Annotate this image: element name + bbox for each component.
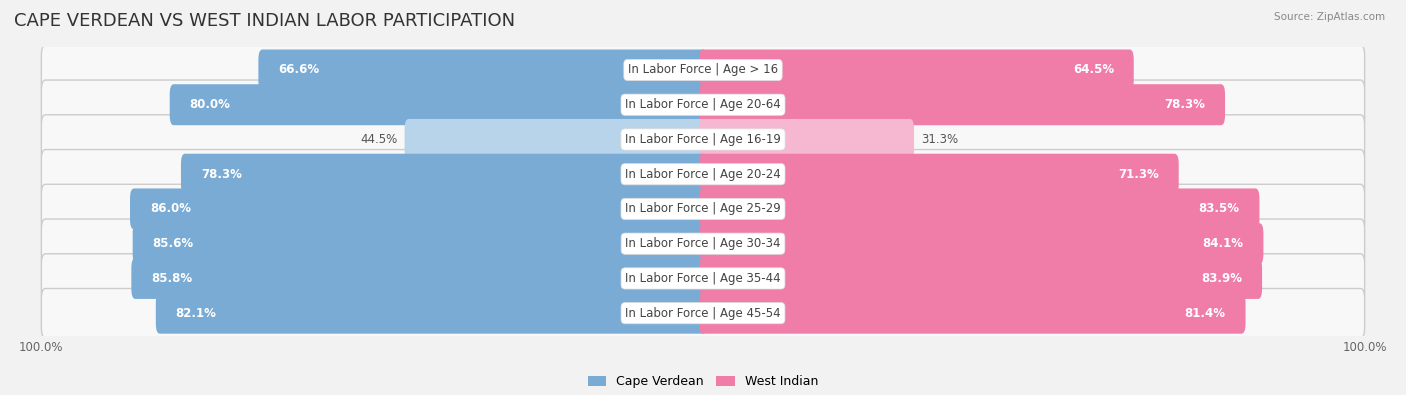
FancyBboxPatch shape <box>699 84 1225 125</box>
Text: 44.5%: 44.5% <box>361 133 398 146</box>
FancyBboxPatch shape <box>41 254 1365 303</box>
FancyBboxPatch shape <box>41 184 1365 233</box>
Text: In Labor Force | Age 20-24: In Labor Force | Age 20-24 <box>626 168 780 181</box>
Text: 71.3%: 71.3% <box>1118 168 1159 181</box>
FancyBboxPatch shape <box>156 293 707 334</box>
Text: In Labor Force | Age 25-29: In Labor Force | Age 25-29 <box>626 203 780 215</box>
Text: 81.4%: 81.4% <box>1185 307 1226 320</box>
FancyBboxPatch shape <box>41 219 1365 268</box>
Text: In Labor Force | Age 16-19: In Labor Force | Age 16-19 <box>626 133 780 146</box>
Text: CAPE VERDEAN VS WEST INDIAN LABOR PARTICIPATION: CAPE VERDEAN VS WEST INDIAN LABOR PARTIC… <box>14 12 515 30</box>
Text: 64.5%: 64.5% <box>1073 64 1114 77</box>
FancyBboxPatch shape <box>699 119 914 160</box>
Text: 84.1%: 84.1% <box>1202 237 1243 250</box>
FancyBboxPatch shape <box>41 150 1365 199</box>
FancyBboxPatch shape <box>41 288 1365 338</box>
Text: In Labor Force | Age 20-64: In Labor Force | Age 20-64 <box>626 98 780 111</box>
FancyBboxPatch shape <box>181 154 707 195</box>
FancyBboxPatch shape <box>699 49 1133 90</box>
FancyBboxPatch shape <box>699 223 1264 264</box>
FancyBboxPatch shape <box>41 45 1365 95</box>
Text: 86.0%: 86.0% <box>150 203 191 215</box>
Text: 80.0%: 80.0% <box>190 98 231 111</box>
FancyBboxPatch shape <box>699 258 1263 299</box>
Text: In Labor Force | Age 30-34: In Labor Force | Age 30-34 <box>626 237 780 250</box>
Text: 31.3%: 31.3% <box>921 133 957 146</box>
FancyBboxPatch shape <box>699 154 1178 195</box>
FancyBboxPatch shape <box>131 258 707 299</box>
FancyBboxPatch shape <box>41 115 1365 164</box>
Text: In Labor Force | Age 35-44: In Labor Force | Age 35-44 <box>626 272 780 285</box>
FancyBboxPatch shape <box>129 188 707 229</box>
FancyBboxPatch shape <box>259 49 707 90</box>
Text: Source: ZipAtlas.com: Source: ZipAtlas.com <box>1274 12 1385 22</box>
Text: 66.6%: 66.6% <box>278 64 319 77</box>
FancyBboxPatch shape <box>132 223 707 264</box>
Text: In Labor Force | Age 45-54: In Labor Force | Age 45-54 <box>626 307 780 320</box>
Text: 82.1%: 82.1% <box>176 307 217 320</box>
Legend: Cape Verdean, West Indian: Cape Verdean, West Indian <box>582 370 824 393</box>
FancyBboxPatch shape <box>405 119 707 160</box>
Text: 83.9%: 83.9% <box>1201 272 1243 285</box>
FancyBboxPatch shape <box>41 80 1365 130</box>
Text: 85.6%: 85.6% <box>152 237 194 250</box>
Text: 78.3%: 78.3% <box>1164 98 1205 111</box>
Text: In Labor Force | Age > 16: In Labor Force | Age > 16 <box>628 64 778 77</box>
Text: 85.8%: 85.8% <box>152 272 193 285</box>
FancyBboxPatch shape <box>699 293 1246 334</box>
Text: 83.5%: 83.5% <box>1198 203 1240 215</box>
FancyBboxPatch shape <box>699 188 1260 229</box>
FancyBboxPatch shape <box>170 84 707 125</box>
Text: 78.3%: 78.3% <box>201 168 242 181</box>
